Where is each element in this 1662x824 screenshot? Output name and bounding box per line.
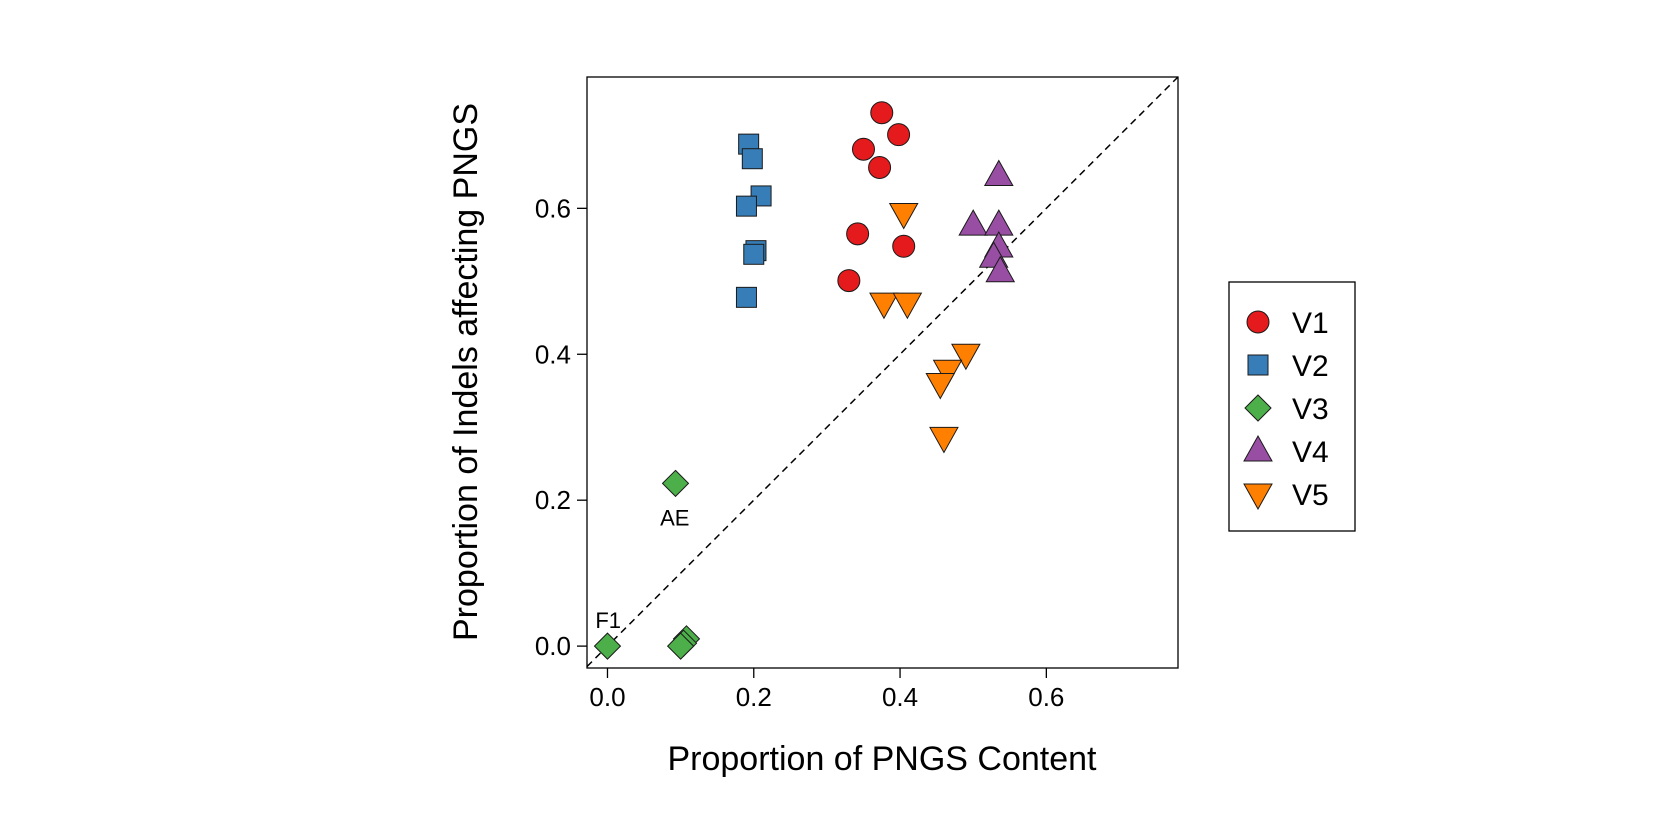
data-points-layer	[593, 101, 1016, 660]
data-point-v1	[887, 123, 911, 147]
legend-marker-v4	[1243, 434, 1273, 462]
data-point-v3	[666, 632, 695, 660]
annotation-label: F1	[595, 608, 621, 633]
legend-marker-v5	[1243, 483, 1273, 511]
data-point-v4	[983, 159, 1014, 186]
data-point-v5	[925, 372, 956, 400]
x-axis-label: Proportion of PNGS Content	[667, 740, 1097, 778]
data-point-v3	[661, 469, 690, 498]
legend-marker-v1	[1246, 310, 1270, 334]
series-v4	[958, 159, 1016, 283]
annotation-label: AE	[660, 506, 689, 531]
legend-label-v5: V5	[1292, 479, 1329, 512]
annotations-layer: AE F1	[595, 506, 689, 633]
y-axis: 0.0 0.2 0.4 0.6	[535, 193, 587, 661]
legend: V1 V2 V3 V4 V5	[1228, 281, 1356, 532]
legend-label-v4: V4	[1292, 436, 1329, 469]
data-point-v3	[593, 632, 622, 660]
data-point-v4	[985, 255, 1016, 283]
data-point-v2	[735, 195, 757, 217]
data-point-v1	[870, 101, 894, 125]
data-point-v1	[892, 234, 916, 258]
series-v2	[735, 133, 772, 308]
x-tick-label: 0.2	[736, 682, 772, 712]
y-tick-label: 0.2	[535, 485, 571, 515]
data-point-v2	[743, 243, 765, 265]
data-point-v5	[869, 292, 899, 320]
y-tick-label: 0.4	[535, 339, 571, 369]
y-axis-label: Proportion of Indels affecting PNGS	[447, 103, 485, 641]
plot-frame	[586, 76, 1179, 669]
series-v5	[869, 202, 981, 454]
legend-label-v3: V3	[1292, 393, 1329, 426]
data-point-v1	[851, 137, 875, 161]
y-tick-label: 0.6	[535, 193, 571, 223]
data-point-v2	[741, 148, 763, 170]
data-point-v5	[892, 292, 923, 320]
legend-label-v1: V1	[1292, 307, 1329, 340]
x-tick-label: 0.4	[882, 682, 918, 712]
legend-label-v2: V2	[1292, 350, 1329, 383]
legend-marker-v3	[1244, 394, 1272, 422]
data-point-v4	[958, 209, 989, 236]
y-tick-label: 0.0	[535, 631, 571, 661]
data-point-v5	[932, 359, 963, 387]
data-point-v5	[929, 426, 959, 454]
series-v1	[837, 101, 916, 293]
data-point-v2	[735, 286, 757, 308]
series-v3	[593, 469, 701, 660]
legend-marker-v2	[1247, 354, 1269, 376]
data-point-v1	[846, 222, 870, 246]
x-axis: 0.0 0.2 0.4 0.6	[589, 668, 1064, 712]
data-point-v1	[868, 155, 892, 179]
x-tick-label: 0.6	[1028, 682, 1064, 712]
x-tick-label: 0.0	[589, 682, 625, 712]
data-point-v5	[951, 343, 981, 371]
data-point-v1	[837, 269, 861, 293]
data-point-v5	[888, 202, 919, 230]
